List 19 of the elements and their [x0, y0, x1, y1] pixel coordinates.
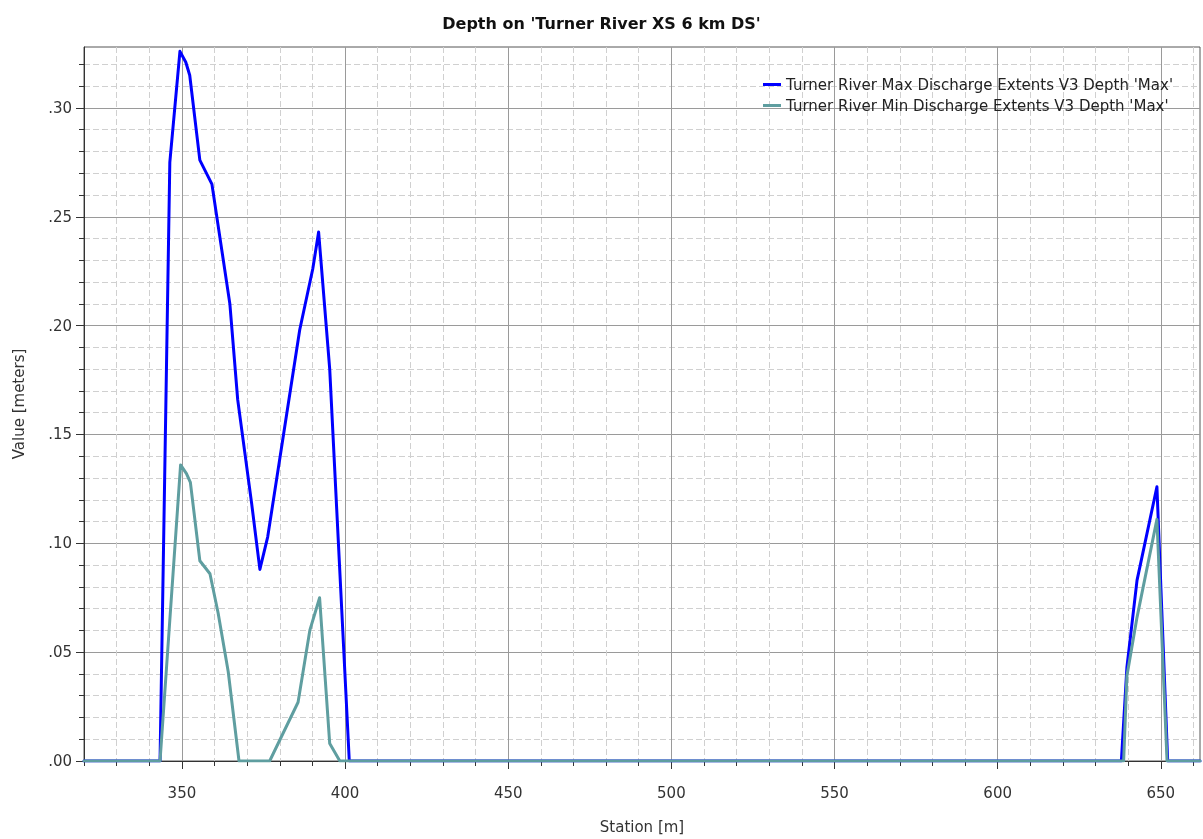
legend-label: Turner River Min Discharge Extents V3 Depth 'Max'	[785, 96, 1169, 115]
x-tick-label: 650	[1146, 783, 1176, 802]
x-tick-label: 450	[493, 783, 523, 802]
y-tick-label: .10	[48, 534, 72, 553]
y-tick-label: .00	[48, 752, 72, 770]
x-tick-label: 500	[657, 783, 686, 802]
chart-title: Depth on 'Turner River XS 6 km DS'	[442, 13, 761, 33]
y-tick-label: .30	[48, 98, 72, 117]
y-tick-label: .25	[48, 207, 72, 226]
x-tick-label: 600	[983, 783, 1012, 802]
x-axis-title: Station [m]	[599, 817, 685, 836]
y-tick-label: .20	[48, 316, 72, 335]
y-tick-label: .05	[48, 643, 72, 662]
x-tick-label: 550	[820, 783, 849, 802]
legend-label: Turner River Max Discharge Extents V3 Depth 'Max'	[785, 75, 1173, 94]
y-tick-label: .15	[48, 425, 72, 444]
x-tick-label: 400	[330, 783, 360, 802]
x-tick-label: 350	[167, 783, 197, 802]
y-axis-title: Value [meters]	[9, 348, 28, 460]
